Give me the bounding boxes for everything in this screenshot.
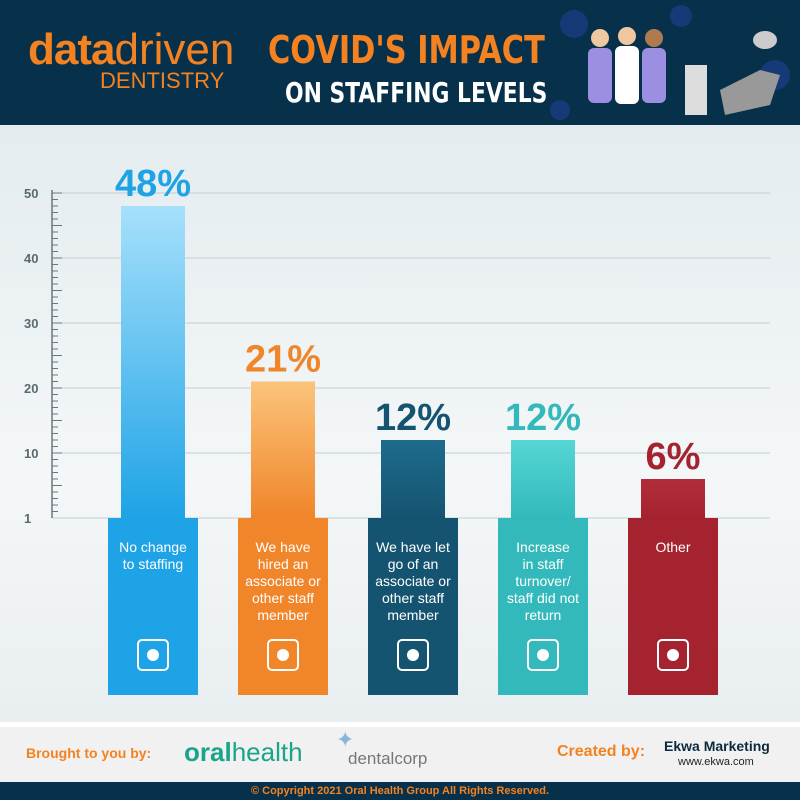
category-label: We have (256, 539, 311, 555)
bar (641, 479, 705, 518)
virus-icon (550, 100, 570, 120)
category-label: associate or (245, 573, 321, 589)
created-label: Created by: (557, 743, 646, 760)
doctor-icon (527, 639, 559, 671)
dentalcorp-star-icon: ✦ (336, 727, 355, 752)
category-label: associate or (375, 573, 451, 589)
value-label: 6% (646, 436, 701, 478)
y-tick-label: 40 (24, 251, 38, 266)
category-label: turnover/ (515, 573, 570, 589)
category-label: other staff (382, 590, 444, 606)
copyright: © Copyright 2021 Oral Health Group All R… (0, 782, 800, 800)
dental-tools-icon (397, 639, 429, 671)
dental-chair-icon (137, 639, 169, 671)
brought-label: Brought to you by: (26, 745, 152, 761)
category-label: other staff (252, 590, 314, 606)
category-label: staff did not (507, 590, 579, 606)
value-label: 12% (375, 397, 451, 439)
virus-icon (560, 10, 588, 38)
category-label: member (257, 607, 309, 623)
oralhealth-b: health (231, 737, 303, 767)
dentalcorp-logo: dentalcorp (348, 749, 428, 768)
value-label: 12% (505, 397, 581, 439)
category-box (238, 518, 328, 695)
bar (381, 440, 445, 518)
logo-sub: DENTISTRY (100, 68, 225, 93)
y-tick-label: 30 (24, 316, 38, 331)
category-label: Other (655, 539, 690, 555)
category-label: member (387, 607, 439, 623)
category-label: to staffing (123, 556, 183, 572)
virus-icon (670, 5, 692, 27)
logo-data: data (28, 25, 115, 74)
title-line2: ON STAFFING LEVELS (285, 76, 548, 109)
category-label: go of an (388, 556, 439, 572)
category-box (368, 518, 458, 695)
ekwa-url[interactable]: www.ekwa.com (678, 756, 754, 768)
category-box (498, 518, 588, 695)
title-line1: COVID'S IMPACT (268, 28, 545, 72)
category-box (108, 518, 198, 695)
y-tick-label: 50 (24, 186, 38, 201)
category-label: No change (119, 539, 187, 555)
category-label: We have let (376, 539, 450, 555)
y-tick-label: 1 (24, 511, 31, 526)
bar (121, 206, 185, 518)
category-label: in staff (523, 556, 564, 572)
value-label: 48% (115, 163, 191, 205)
category-label: hired an (258, 556, 309, 572)
y-tick-label: 20 (24, 381, 38, 396)
ekwa-name: Ekwa Marketing (664, 738, 770, 754)
category-label: Increase (516, 539, 570, 555)
xray-icon (657, 639, 689, 671)
oralhealth-logo: oralhealth (184, 737, 303, 768)
datadriven-logo: datadriven DENTISTRY (28, 28, 234, 92)
bar (511, 440, 575, 518)
value-label: 21% (245, 339, 321, 381)
category-box (628, 518, 718, 695)
y-tick-label: 10 (24, 446, 38, 461)
footer: Brought to you by: oralhealth ✦ dentalco… (0, 727, 800, 782)
staff-people-icon (267, 639, 299, 671)
category-label: return (525, 607, 562, 623)
oralhealth-a: oral (184, 737, 232, 767)
dental-staff-illustration (588, 27, 780, 115)
logo-driven: driven (114, 25, 235, 74)
bar (251, 381, 315, 518)
header: datadriven DENTISTRY COVID'S IMPACT ON ST… (0, 0, 800, 125)
